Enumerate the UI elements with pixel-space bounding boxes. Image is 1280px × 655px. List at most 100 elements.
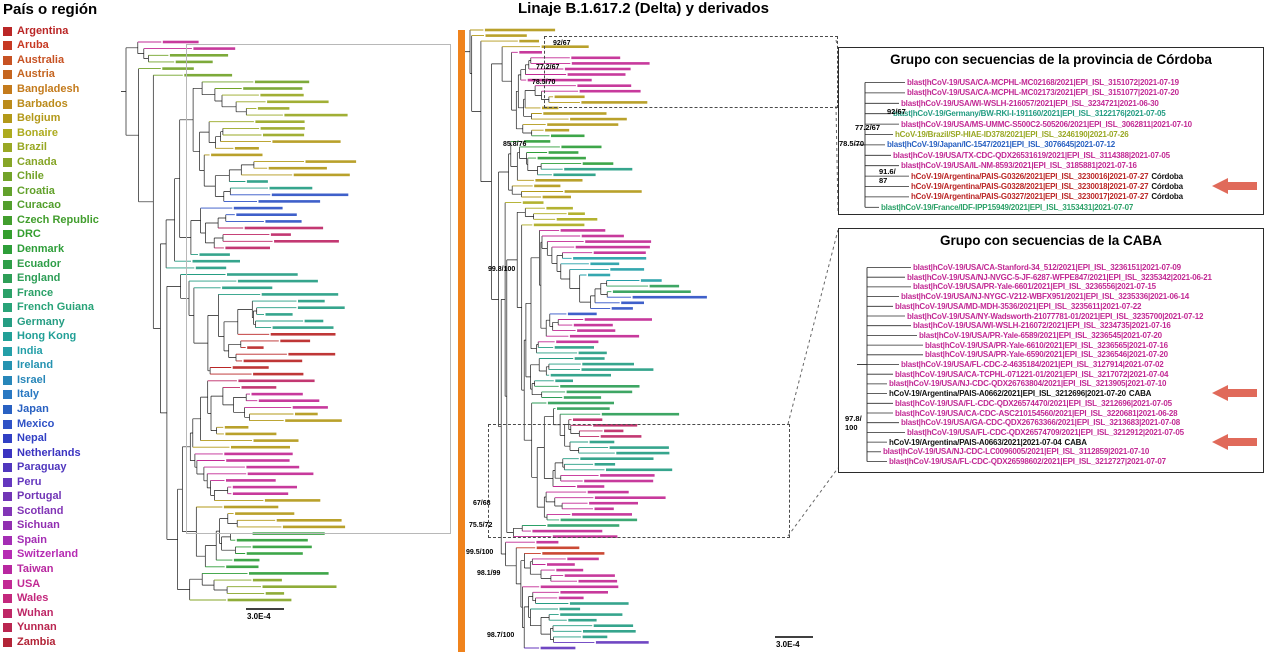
- support-value: 99.5/100: [466, 549, 494, 556]
- legend-swatch: [3, 157, 12, 167]
- legend-item: Paraguay: [3, 460, 123, 475]
- legend-label: USA: [17, 577, 41, 590]
- support-value: 97.8/ 100: [845, 414, 862, 432]
- legend-label: Spain: [17, 533, 47, 546]
- support-value: 91.6/ 87: [879, 167, 896, 185]
- legend-item: Bonaire: [3, 126, 123, 141]
- tip-label: blast|hCoV-19/USA/PR-Yale-6610/2021|EPI_…: [925, 341, 1168, 350]
- legend-swatch: [3, 114, 12, 124]
- tip-label: blast|hCoV-19/USA/PR-Yale-6601/2021|EPI_…: [913, 282, 1156, 291]
- legend-swatch: [3, 230, 12, 240]
- sequence-name: blast|hCoV-19/USA/PR-Yale-6610/2021|EPI_…: [925, 340, 1168, 350]
- legend-item: Israel: [3, 373, 123, 388]
- support-value: 98.1/99: [477, 570, 501, 577]
- legend-label: DRC: [17, 228, 41, 241]
- legend-swatch: [3, 390, 12, 400]
- legend-item: Sichuan: [3, 519, 123, 534]
- legend-label: Sichuan: [17, 519, 60, 532]
- legend-item: Taiwan: [3, 562, 123, 577]
- legend-label: Austria: [17, 68, 55, 81]
- legend-label: Switzerland: [17, 548, 79, 561]
- tip-label: blast|hCoV-19/USA/CA-TCPHL-071221-01/202…: [895, 370, 1168, 379]
- legend-label: Croatia: [17, 184, 55, 197]
- tip-label: blast|hCoV-19/Japan/IC-1547/2021|EPI_ISL…: [887, 140, 1115, 149]
- legend-swatch: [3, 215, 12, 225]
- sequence-name: blast|hCoV-19/USA/CA-TCPHL-071221-01/202…: [895, 369, 1169, 379]
- tip-label: hCoV-19/Argentina/PAIS-G0328/2021|EPI_IS…: [911, 182, 1183, 191]
- lineage-divider-bar: [458, 30, 465, 652]
- country-legend: País o región Argentina Aruba Australia Aus…: [3, 1, 123, 650]
- sequence-name: hCoV-19/Argentina/PAIS-G0326/2021|EPI_IS…: [911, 171, 1149, 181]
- legend-item: Portugal: [3, 490, 123, 505]
- tip-label: blast|hCoV-19/USA/NY-Wadsworth-21077781-…: [907, 312, 1203, 321]
- legend-item: England: [3, 271, 123, 286]
- sequence-name: blast|hCoV-19/USA/FL-CDC-QDX26598602/202…: [889, 457, 1166, 466]
- legend-swatch: [3, 332, 12, 342]
- support-value: 77.2/67: [855, 123, 881, 132]
- tip-label: blast|hCoV-19/USA/FL-CDC-QDX26574470/202…: [895, 399, 1172, 408]
- legend-item: Barbados: [3, 97, 123, 112]
- legend-swatch: [3, 506, 12, 516]
- legend-item: Curacao: [3, 199, 123, 214]
- legend-swatch: [3, 492, 12, 502]
- region-tag: CABA: [1128, 389, 1152, 399]
- tip-label: blast|hCoV-19/USA/WI-WSLH-216072/2021|EP…: [913, 321, 1171, 330]
- legend-item: Japan: [3, 402, 123, 417]
- legend-label: Scotland: [17, 504, 64, 517]
- sequence-name: blast|hCoV-19/USA/NJ-NYGC-V212-WBFX951/2…: [901, 292, 1189, 302]
- sequence-name: blast|hCoV-19/USA/CA-CDC-ASC210154560/20…: [895, 408, 1178, 418]
- legend-swatch: [3, 404, 12, 414]
- legend-swatch: [3, 70, 12, 80]
- legend-swatch: [3, 594, 12, 604]
- legend-item: Denmark: [3, 242, 123, 257]
- legend-label: England: [17, 272, 61, 285]
- tip-label: blast|hCoV-19/USA/CA-CDC-ASC210154560/20…: [895, 408, 1178, 418]
- arrow-body: [1227, 437, 1257, 446]
- sequence-name: hCoV-19/Argentina/PAIS-A0662/2021|EPI_IS…: [889, 389, 1126, 399]
- tip-label: blast|hCoV-19/USA/NJ-NYGC-V212-WBFX951/2…: [901, 292, 1189, 301]
- sequence-name: blast|hCoV-19/Germany/BW-RKI-I-191160/20…: [893, 109, 1166, 119]
- sequence-name: blast|hCoV-19/USA/NJ-CDC-LC0096005/2021|…: [883, 447, 1150, 457]
- legend-item: Nepal: [3, 431, 123, 446]
- tip-label: blast|hCoV-19/USA/FL-CDC-QDX26598602/202…: [889, 457, 1166, 466]
- legend-swatch: [3, 434, 12, 444]
- legend-label: Taiwan: [17, 563, 54, 575]
- legend-label: Bangladesh: [17, 82, 80, 95]
- sequence-name: blast|hCoV-19/USA/NY-Wadsworth-21077781-…: [907, 311, 1204, 321]
- tip-label: blast|hCoV-19/Germany/BW-RKI-I-191160/20…: [893, 109, 1166, 119]
- legend-swatch: [3, 172, 12, 182]
- legend-item: Scotland: [3, 504, 123, 519]
- scale-bar-left-label: 3.0E-4: [247, 612, 271, 621]
- arrow-head: [1212, 178, 1228, 194]
- legend-item: Ireland: [3, 359, 123, 374]
- legend-item: Mexico: [3, 417, 123, 432]
- legend-item: Wales: [3, 591, 123, 606]
- legend-label: Denmark: [17, 242, 65, 255]
- sequence-name: blast|hCoV-19/USA/PR-Yale-6589/2021|EPI_…: [919, 330, 1162, 340]
- legend-item: Italy: [3, 388, 123, 403]
- legend-swatch: [3, 84, 12, 94]
- legend-item: Spain: [3, 533, 123, 548]
- tip-label: blast|hCoV-19/USA/IL-NM-8593/2021|EPI_IS…: [901, 161, 1137, 170]
- legend-item: Wuhan: [3, 606, 123, 621]
- sequence-name: blast|hCoV-19/France/IDF-IPP15949/2021|E…: [881, 202, 1134, 212]
- sequence-name: blast|hCoV-19/USA/WI-WSLH-216057/2021|EP…: [901, 98, 1159, 108]
- tip-label: blast|hCoV-19/USA/MD-MDH-3536/2021|EPI_I…: [895, 302, 1141, 311]
- sequence-name: blast|hCoV-19/USA/NJ-NVGC-5-JF-6287-WFPE…: [907, 272, 1212, 282]
- support-value: 77.2/67: [536, 64, 560, 71]
- support-value: 78.5/70: [532, 79, 556, 86]
- legend-item: Brazil: [3, 140, 123, 155]
- region-tag: Córdoba: [1151, 192, 1183, 202]
- legend-swatch: [3, 608, 12, 618]
- legend-label: Australia: [17, 53, 65, 66]
- tip-label: hCoV-19/Argentina/PAIS-A0662/2021|EPI_IS…: [889, 389, 1151, 398]
- legend-label: Japan: [17, 402, 49, 415]
- legend-item: Argentina: [3, 24, 123, 39]
- legend-label: Israel: [17, 373, 46, 386]
- sequence-name: blast|hCoV-19/USA/GA-CDC-QDX26763366/202…: [901, 418, 1181, 428]
- legend-swatch: [3, 550, 12, 560]
- region-tag: Córdoba: [1151, 182, 1183, 191]
- sequence-name: blast|hCoV-19/USA/FL-CDC-QDX26574709/202…: [907, 427, 1184, 437]
- legend-label: Aruba: [17, 39, 49, 52]
- legend-swatch: [3, 565, 12, 574]
